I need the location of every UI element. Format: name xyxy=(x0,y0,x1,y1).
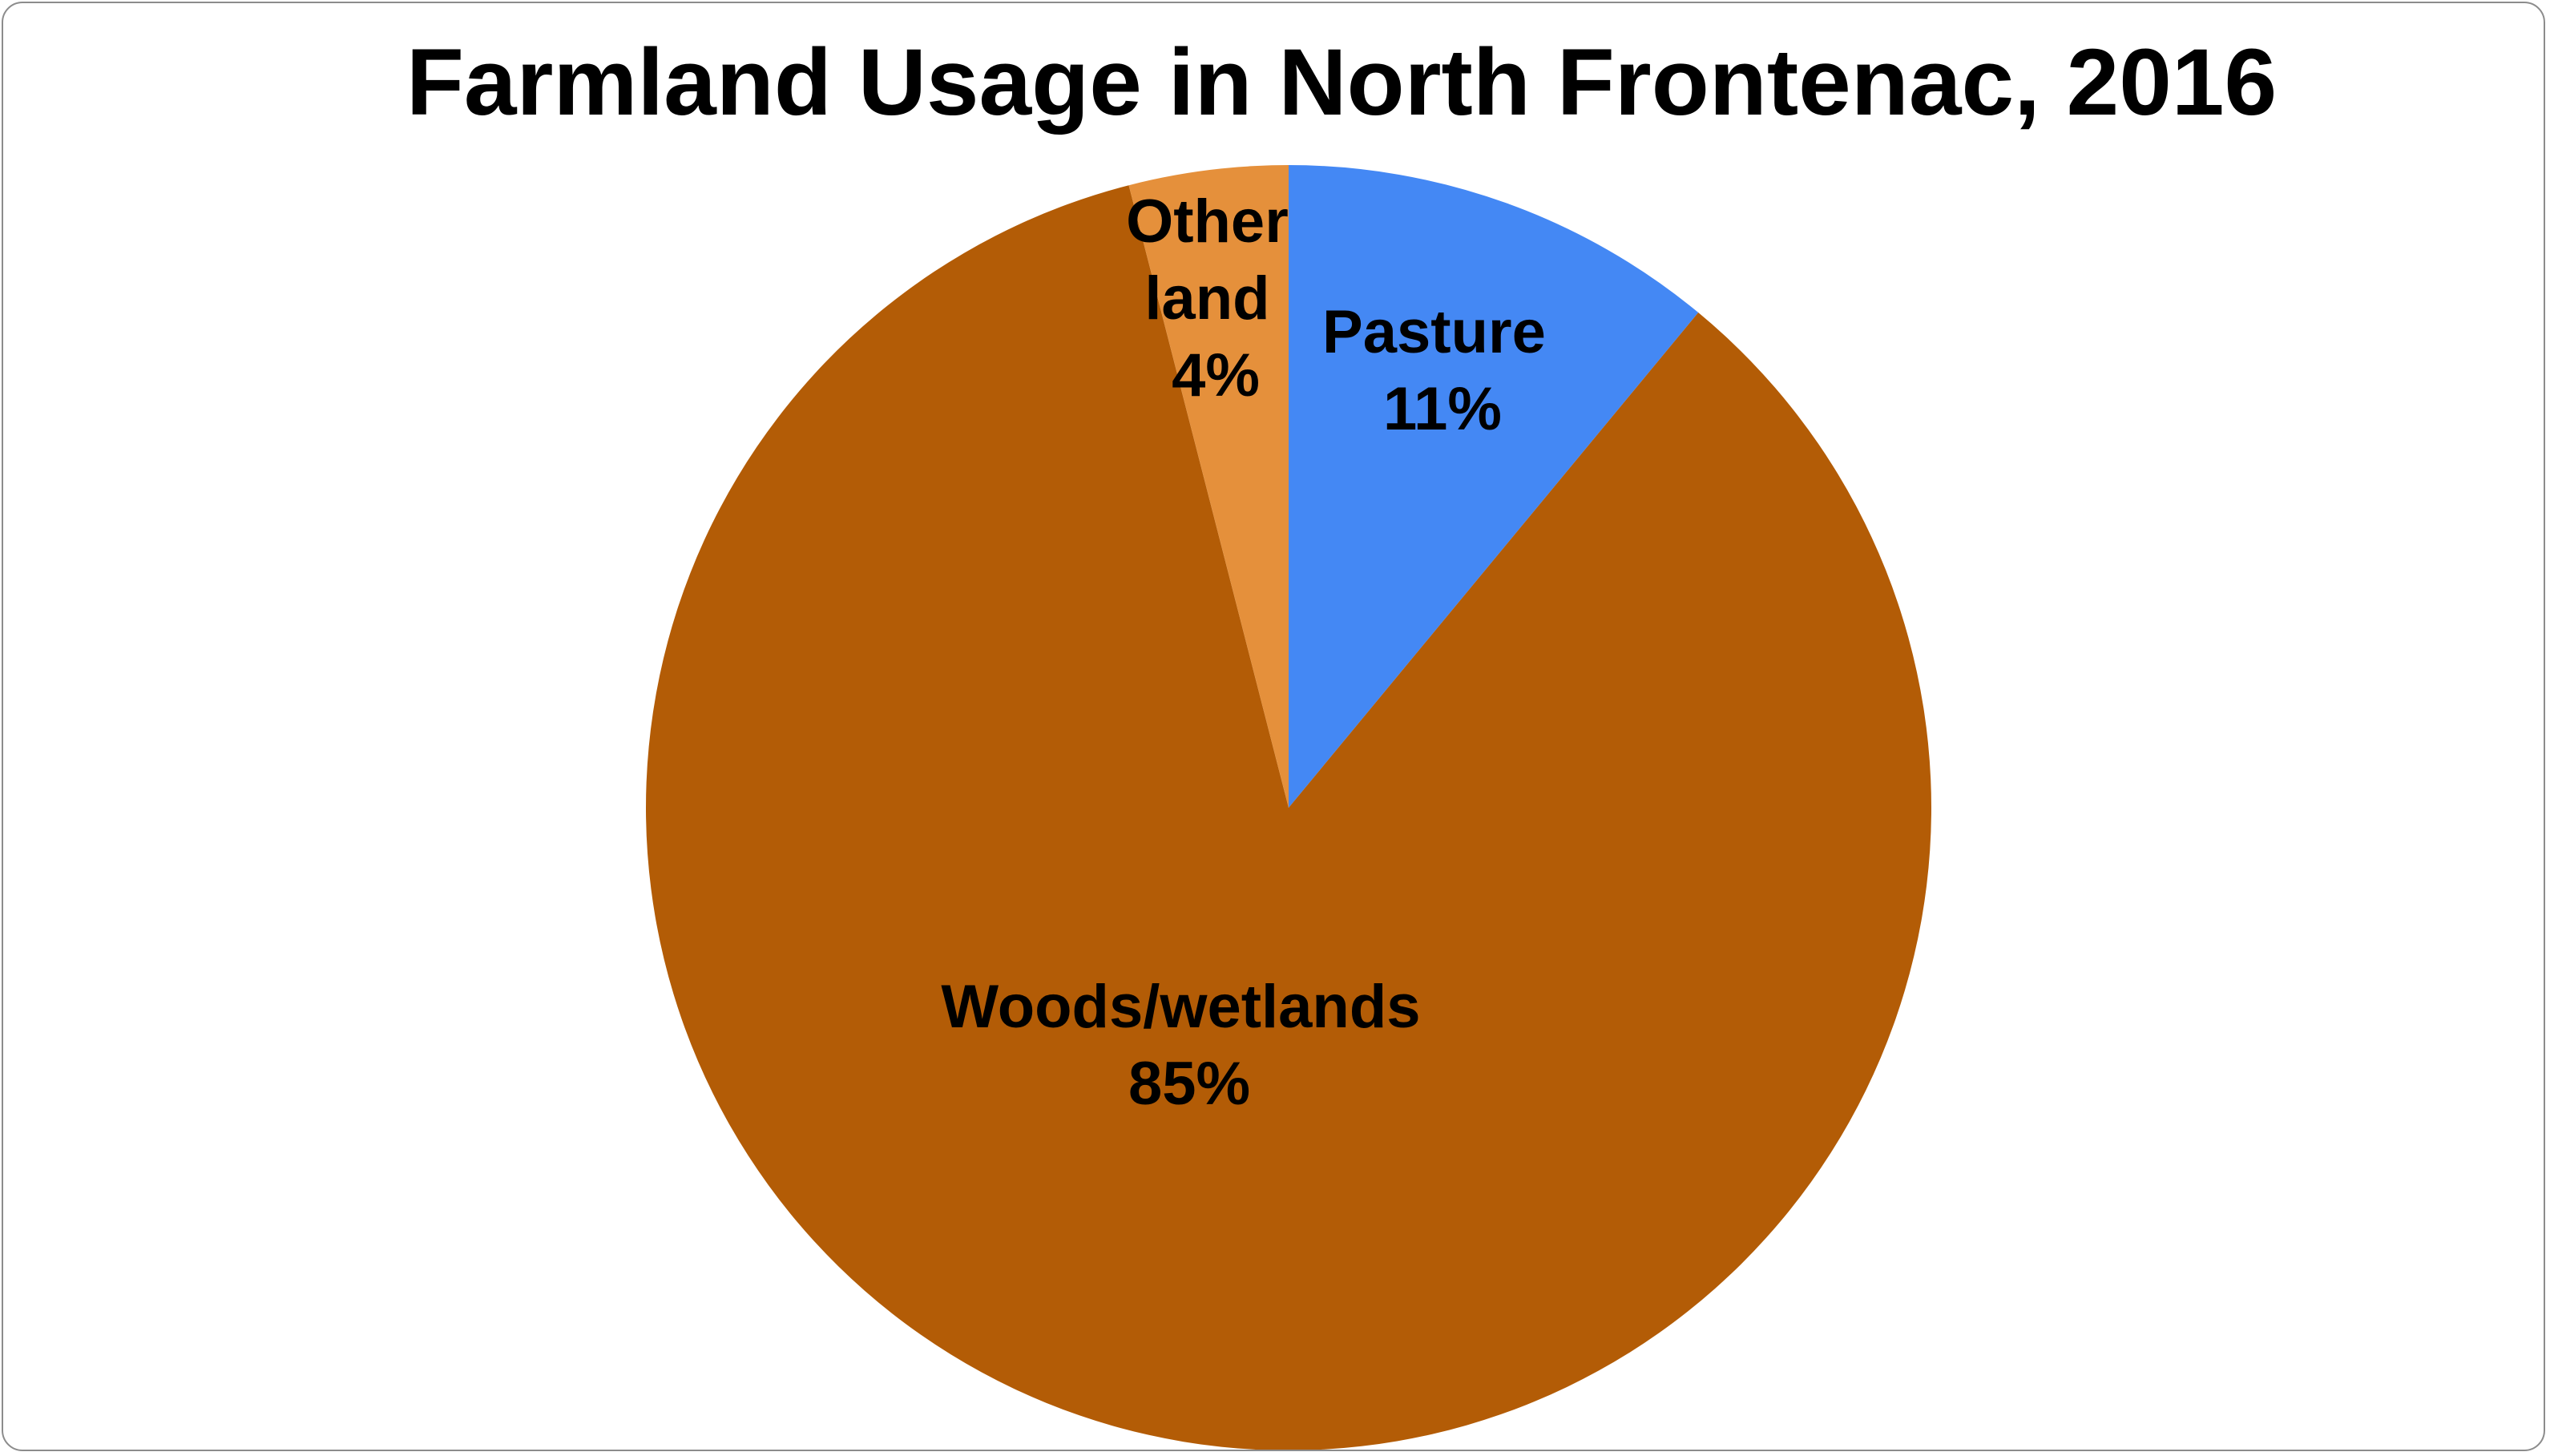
slice-label-other-land: Other land 4% xyxy=(1126,188,1305,409)
pie-slice-woods-wetlands xyxy=(645,185,1931,1450)
slice-label-other-land-line2: land xyxy=(1144,264,1269,333)
pie-slice-other-land xyxy=(1128,165,1289,808)
slice-label-other-land-line1: Other xyxy=(1126,188,1289,256)
slice-label-pasture-value: 11% xyxy=(1383,375,1502,443)
pie-labels: Pasture 11% Woods/wetlands 85% Other lan… xyxy=(941,188,1563,1118)
slice-label-woods-wetlands-value: 85% xyxy=(1128,1050,1250,1118)
chart-title: Farmland Usage in North Frontenac, 2016 xyxy=(405,30,2278,135)
pie-slice-pasture xyxy=(1289,165,1699,808)
pie-chart: Pasture 11% Woods/wetlands 85% Other lan… xyxy=(645,165,1931,1450)
slice-label-other-land-value: 4% xyxy=(1172,341,1260,409)
slice-label-woods-wetlands-name: Woods/wetlands xyxy=(941,973,1420,1041)
pie-slices xyxy=(645,165,1931,1450)
slice-label-woods-wetlands: Woods/wetlands 85% xyxy=(941,973,1437,1118)
slice-label-pasture: Pasture 11% xyxy=(1322,298,1563,443)
slice-label-pasture-name: Pasture xyxy=(1322,298,1546,366)
